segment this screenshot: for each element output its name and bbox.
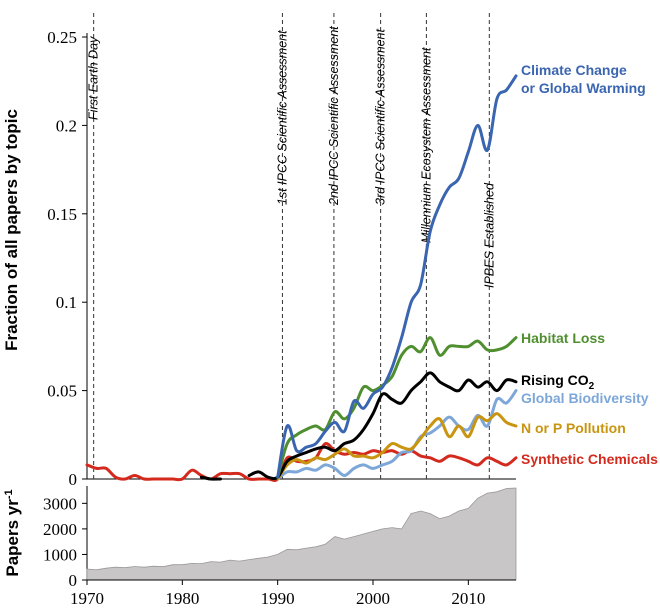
x-tick-label: 1990	[261, 589, 295, 608]
event-label-2nd-ipcc-scientific-assessment: 2nd IPCC Scientific Assessment	[327, 26, 341, 206]
series-label-climate-change-or-global-warming-line-1: Climate Change	[521, 62, 627, 78]
series-line-habitat-loss	[276, 336, 518, 479]
series-label-synthetic-chemicals: Synthetic Chemicals	[521, 451, 658, 467]
top-y-tick-label: 0.1	[56, 293, 77, 312]
top-y-tick-label: 0	[69, 470, 78, 489]
papers-per-year-area	[86, 487, 517, 581]
bottom-y-tick-label: 1000	[43, 545, 77, 564]
bottom-panel: 0 1000 2000 3000 1970 1980 1990 2000 2010	[43, 486, 517, 608]
series-label-rising-co: Rising CO2	[521, 372, 595, 392]
bottom-y-tick-label: 0	[69, 571, 78, 590]
event-label-3rd-ipcc-scientific-assessment: 3rd IPCC Scientific Assessment	[374, 28, 388, 205]
bottom-y-tick-label: 3000	[43, 494, 77, 513]
x-tick-label: 1970	[70, 589, 104, 608]
top-ylabel-group: Fraction of all papers by topic	[2, 109, 21, 351]
x-tick-label: 2000	[356, 589, 390, 608]
bottom-ylabel-group: Papers yr-1	[3, 489, 22, 576]
top-y-axis-title: Fraction of all papers by topic	[2, 109, 21, 351]
x-tick-label: 2010	[451, 589, 485, 608]
series-line-rising-co	[247, 371, 518, 481]
top-y-tick-label: 0.2	[56, 116, 77, 135]
bottom-y-axis-title-main: Papers yr	[3, 499, 22, 577]
bottom-y-axis-title: Papers yr-1	[3, 489, 22, 576]
series-line-n-or-p-pollution	[276, 412, 518, 481]
series-line-climate-change-or-global-warming	[276, 74, 518, 479]
event-label-ipbes-established: IPBES Established	[482, 182, 496, 288]
series-line-rising-co	[199, 475, 222, 481]
top-y-tick-label: 0.25	[47, 28, 77, 47]
series-label-climate-change-or-global-warming-line-2: or Global Warming	[521, 80, 646, 96]
series-label-subscript: 2	[589, 381, 595, 392]
top-y-tick-label: 0.15	[47, 205, 77, 224]
bottom-y-axis-title-superscript: -1	[3, 489, 15, 499]
top-y-tick-label: 0.05	[47, 382, 77, 401]
series-label-global-biodiversity: Global Biodiversity	[521, 390, 649, 406]
event-label-1st-ipcc-scientific-assessment: 1st IPCC Scientific Assessment	[275, 30, 289, 205]
top-panel: 0 0.05 0.1 0.15 0.2 0.25 First Earth Day 1st IP…	[47, 12, 658, 489]
x-tick-label: 1980	[165, 589, 199, 608]
event-label-millennium-ecosystem-assessment: Millennium Ecosystem Assessment	[419, 47, 433, 243]
series-label-n-or-p-pollution: N or P Pollution	[521, 420, 626, 436]
series-label-main-text: Rising CO	[521, 372, 589, 388]
event-label-first-earth-day: First Earth Day	[87, 36, 101, 120]
bottom-y-tick-label: 2000	[43, 520, 77, 539]
series-label-habitat-loss: Habitat Loss	[521, 330, 605, 346]
